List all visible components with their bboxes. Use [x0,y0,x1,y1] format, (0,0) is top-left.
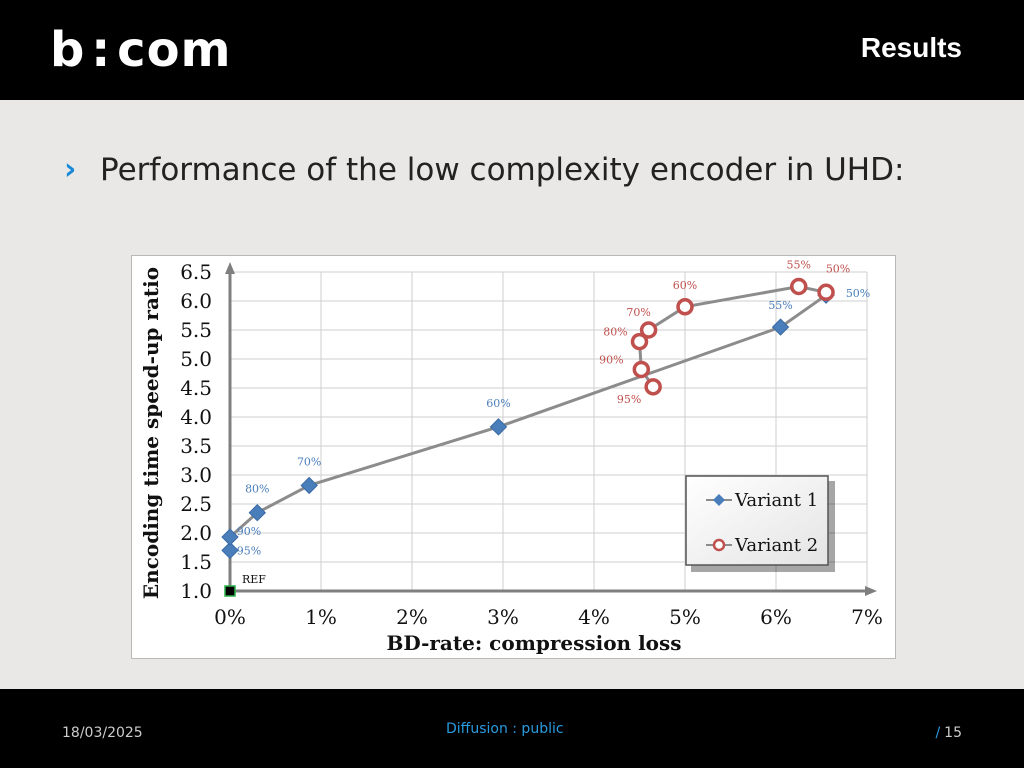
variant-1-point [771,318,790,336]
y-tick-label: 6.0 [180,289,212,313]
series-markers [221,277,835,560]
logo-separator-icon: : [85,22,118,78]
x-tick-label: 4% [578,605,610,629]
variant-2-point [632,360,651,379]
slide-footer: 18/03/2025 Diffusion : public /15 [0,689,1024,768]
y-tick-labels: 1.0 1.5 2.0 2.5 3.0 3.5 4.0 4.5 5.0 5.5 6.0 6.5 [180,260,212,603]
variant-2-label: 95% [617,393,641,406]
x-axis-arrow-icon [865,586,877,596]
y-tick-label: 1.0 [180,579,212,603]
variant-1-point [300,476,318,495]
variant-1-point [248,503,267,522]
variant-2-point [790,277,808,296]
y-tick-label: 4.0 [180,405,212,429]
y-tick-label: 3.0 [180,463,212,487]
variant-2-label: 90% [599,353,623,366]
y-tick-label: 4.5 [180,376,212,400]
bullet-chevron-icon: › [64,152,77,187]
variant-2-point [630,332,649,351]
variant-1-label: 55% [768,299,792,312]
x-tick-label: 3% [487,605,519,629]
x-tick-label: 5% [669,605,701,629]
y-tick-label: 6.5 [180,260,212,284]
slide-title: Results [860,32,962,63]
footer-diffusion: Diffusion : public [446,721,564,737]
x-axis-label: BD-rate: compression loss [386,631,681,655]
legend-variant-1-label: Variant 1 [734,490,818,511]
slide-header: b : com Results [0,0,1024,100]
variant-1-point [221,541,239,560]
variant-2-line [637,284,827,388]
y-tick-label: 5.0 [180,347,212,371]
x-tick-label: 6% [760,605,792,629]
bullet-text: Performance of the low complexity encode… [100,152,905,188]
legend-variant-1-marker [713,494,725,506]
point-labels: 95% 90% 80% 70% 60% 55% 50% 95% 90% 80% 70% 60% 55% 5… [237,259,871,558]
footer-date: 18/03/2025 [62,725,143,741]
variant-1-label: 50% [846,287,870,300]
variant-1-point [221,528,239,546]
ref-label: REF [242,573,266,586]
variant-1-label: 90% [237,525,261,538]
variant-1-label: 80% [245,483,269,496]
footer-page: /15 [935,725,962,741]
legend-variant-2-marker [712,538,726,552]
variant-2-point [639,321,658,339]
variant-1-label: 60% [486,397,510,410]
chart-frame: 0% 1% 2% 3% 4% 5% 6% 7% 1.0 1.5 2.0 2.5 3.0 3.5 4.0 4.… [131,255,896,659]
variant-2-point [676,298,694,316]
legend-variant-2-label: Variant 2 [734,535,818,556]
x-tick-label: 2% [396,605,428,629]
variant-1-label: 95% [237,544,261,557]
speedup-chart: 0% 1% 2% 3% 4% 5% 6% 7% 1.0 1.5 2.0 2.5 3.0 3.5 4.0 4.… [139,259,883,656]
bcom-logo: b : com [50,20,232,80]
variant-1-point [489,418,508,436]
legend-box [685,475,829,566]
ref-point: REF [224,573,266,597]
y-tick-label: 1.5 [180,550,212,574]
x-tick-label: 0% [214,605,246,629]
page-number: 15 [944,725,962,741]
y-axis-label: Encoding time speed-up ratio [139,267,163,599]
logo-com: com [117,22,232,78]
ref-marker [224,585,236,597]
variant-2-label: 70% [626,306,650,319]
x-tick-labels: 0% 1% 2% 3% 4% 5% 6% 7% [214,605,883,629]
y-tick-label: 2.5 [180,492,212,516]
y-axis-arrow-icon [225,262,235,274]
variant-2-label: 50% [826,262,850,275]
chart-legend: Variant 1 Variant 2 [685,475,835,572]
variant-2-label: 60% [673,279,697,292]
variant-2-label: 80% [603,326,627,339]
x-tick-label: 7% [851,605,883,629]
page-separator: / [935,725,941,741]
logo-b: b [50,22,86,78]
variant-1-label: 70% [297,455,321,468]
y-tick-label: 5.5 [180,318,212,342]
variant-2-label: 55% [787,259,811,272]
variant-2-point [644,378,662,396]
y-tick-label: 2.0 [180,521,212,545]
x-tick-label: 1% [305,605,337,629]
y-tick-label: 3.5 [180,434,212,458]
variant-2-point [817,283,835,302]
